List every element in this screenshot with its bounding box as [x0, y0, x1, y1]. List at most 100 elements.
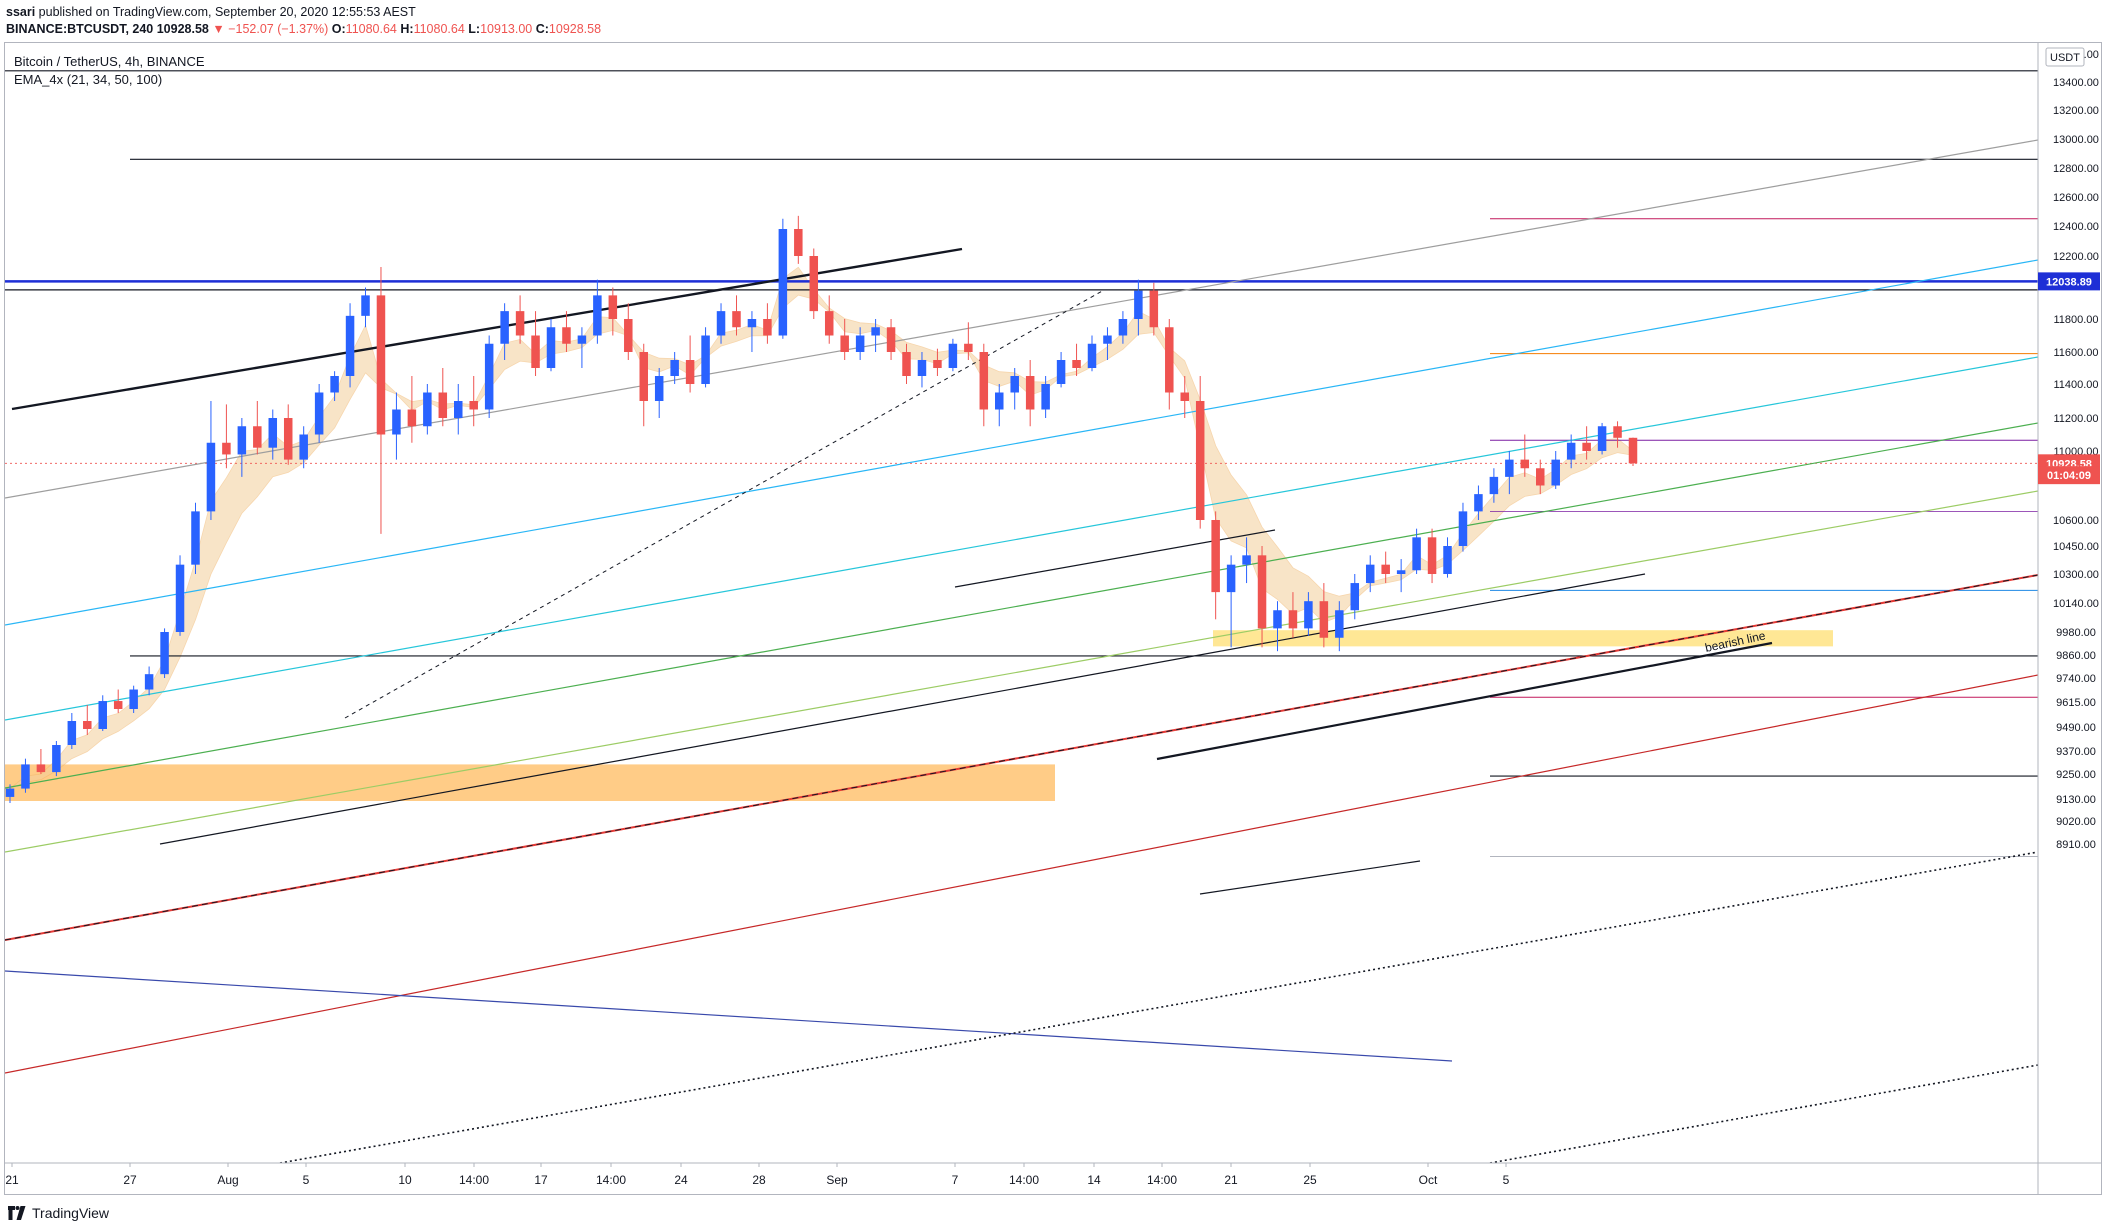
time-tick-2: Aug: [217, 1173, 238, 1187]
candle-body-65: [1010, 376, 1019, 393]
time-tick-6: 17: [534, 1173, 548, 1187]
candle-body-12: [191, 511, 200, 565]
candle-body-70: [1087, 343, 1097, 368]
tradingview-logo-icon: [8, 1206, 26, 1220]
candle-body-39: [608, 295, 618, 319]
candle-body-53: [824, 311, 834, 336]
candle-body-56: [871, 327, 880, 336]
candle-body-48: [747, 319, 757, 328]
candle-body-33: [515, 311, 525, 336]
trend-line-0: [5, 139, 2038, 499]
legend-indicator[interactable]: EMA_4x (21, 34, 50, 100): [14, 72, 163, 87]
price-tick-17: 9980.00: [2056, 627, 2096, 639]
candle-body-30: [469, 401, 478, 410]
legend-title[interactable]: Bitcoin / TetherUS, 4h, BINANCE: [14, 54, 205, 69]
candle-body-105: [1628, 437, 1638, 464]
candle-body-16: [253, 426, 262, 448]
candle-body-14: [222, 442, 231, 455]
time-axis[interactable]: 21 27 Aug 5 10 14:00 17 14:00 24 28 Sep 7 14:00 14 14:…: [5, 1163, 1510, 1187]
candle-body-96: [1489, 476, 1499, 495]
candle-body-27: [423, 392, 432, 427]
price-tick-13: 10600.00: [2053, 515, 2099, 527]
candle-body-15: [237, 426, 247, 455]
price-tick-11: 11200.00: [2053, 413, 2098, 425]
candle-body-22: [345, 315, 355, 376]
candle-body-43: [670, 360, 679, 376]
publish-info: ssari published on TradingView.com, Sept…: [6, 5, 416, 19]
chart-legend: Bitcoin / TetherUS, 4h, BINANCE EMA_4x (…: [14, 53, 205, 89]
ema-band: [9, 266, 1634, 789]
trend-line-10: [1489, 1064, 2038, 1163]
candle-body-95: [1474, 494, 1483, 512]
tradingview-brand[interactable]: TradingView: [32, 1205, 110, 1221]
time-tick-15: 21: [1224, 1173, 1238, 1187]
price-tick-6: 12400.00: [2053, 221, 2099, 233]
candle-body-74: [1149, 290, 1159, 328]
candle-body-54: [840, 335, 849, 352]
price-tick-1: 13400.00: [2053, 77, 2099, 89]
candle-body-13: [206, 442, 216, 512]
candle-body-8: [129, 689, 138, 709]
candle-body-77: [1195, 401, 1205, 520]
candle-body-57: [886, 327, 896, 352]
candle-body-79: [1226, 564, 1236, 593]
price-tick-2: 13200.00: [2053, 105, 2099, 117]
candle-body-80: [1242, 555, 1251, 565]
trend-line-1: [5, 259, 2038, 626]
time-tick-7: 14:00: [596, 1173, 626, 1187]
candle-body-66: [1025, 376, 1035, 410]
last-price: 10928.58: [156, 22, 209, 36]
candle-body-93: [1443, 546, 1452, 574]
price-tick-21: 9490.00: [2056, 722, 2096, 734]
candle-body-83: [1288, 610, 1298, 629]
candle-body-86: [1335, 610, 1344, 638]
candlestick-series: [5, 215, 1638, 803]
candle-body-88: [1365, 564, 1375, 584]
candle-body-101: [1566, 442, 1576, 460]
low-value: 10913.00: [480, 22, 533, 36]
trend-line-8: [5, 970, 1453, 1062]
candle-body-35: [546, 327, 556, 368]
candle-body-69: [1072, 360, 1081, 368]
time-tick-13: 14: [1087, 1173, 1101, 1187]
time-tick-12: 14:00: [1009, 1173, 1039, 1187]
candle-body-19: [299, 434, 308, 460]
publisher-name[interactable]: ssari: [6, 5, 36, 19]
trend-line-16: [1199, 860, 1421, 895]
price-change: −152.07 (−1.37%): [228, 22, 329, 36]
trend-line-4: [5, 490, 2038, 853]
time-tick-1: 27: [123, 1173, 137, 1187]
candle-body-87: [1350, 583, 1360, 611]
candle-body-46: [716, 311, 726, 336]
candle-body-26: [407, 409, 417, 427]
candle-body-4: [67, 721, 77, 745]
candle-body-41: [639, 352, 648, 401]
candle-body-17: [268, 418, 278, 448]
candle-body-20: [314, 392, 324, 435]
currency-label: USDT: [2050, 52, 2080, 64]
trend-line-12: [344, 289, 1105, 719]
symbol-info: BINANCE:BTCUSDT, 240 10928.58 ▼ −152.07 …: [6, 22, 601, 36]
price-tick-10: 11400.00: [2053, 379, 2098, 391]
price-tick-18: 9860.00: [2056, 650, 2096, 662]
currency-badge[interactable]: [2045, 47, 2085, 67]
ema-ribbon: [9, 266, 1634, 789]
time-tick-18: 5: [1503, 1173, 1510, 1187]
trend-line-15: [1156, 641, 1773, 761]
open-label: O:: [331, 22, 346, 36]
candle-body-92: [1427, 537, 1437, 574]
close-label: C:: [535, 22, 549, 36]
candle-body-78: [1211, 520, 1220, 593]
price-axis[interactable]: 13600.0013400.0013200.0013000.0012800.00…: [2053, 49, 2099, 851]
candle-body-67: [1041, 384, 1050, 410]
high-value: 11080.64: [413, 22, 465, 36]
publish-header: ssari published on TradingView.com, Sept…: [0, 0, 2106, 40]
price-tick-4: 12800.00: [2053, 163, 2099, 175]
candle-body-38: [593, 295, 602, 336]
chart-frame[interactable]: [4, 42, 2102, 1195]
candle-body-31: [484, 343, 494, 410]
time-tick-3: 5: [303, 1173, 310, 1187]
candle-body-102: [1582, 442, 1591, 451]
candle-body-40: [624, 319, 633, 352]
